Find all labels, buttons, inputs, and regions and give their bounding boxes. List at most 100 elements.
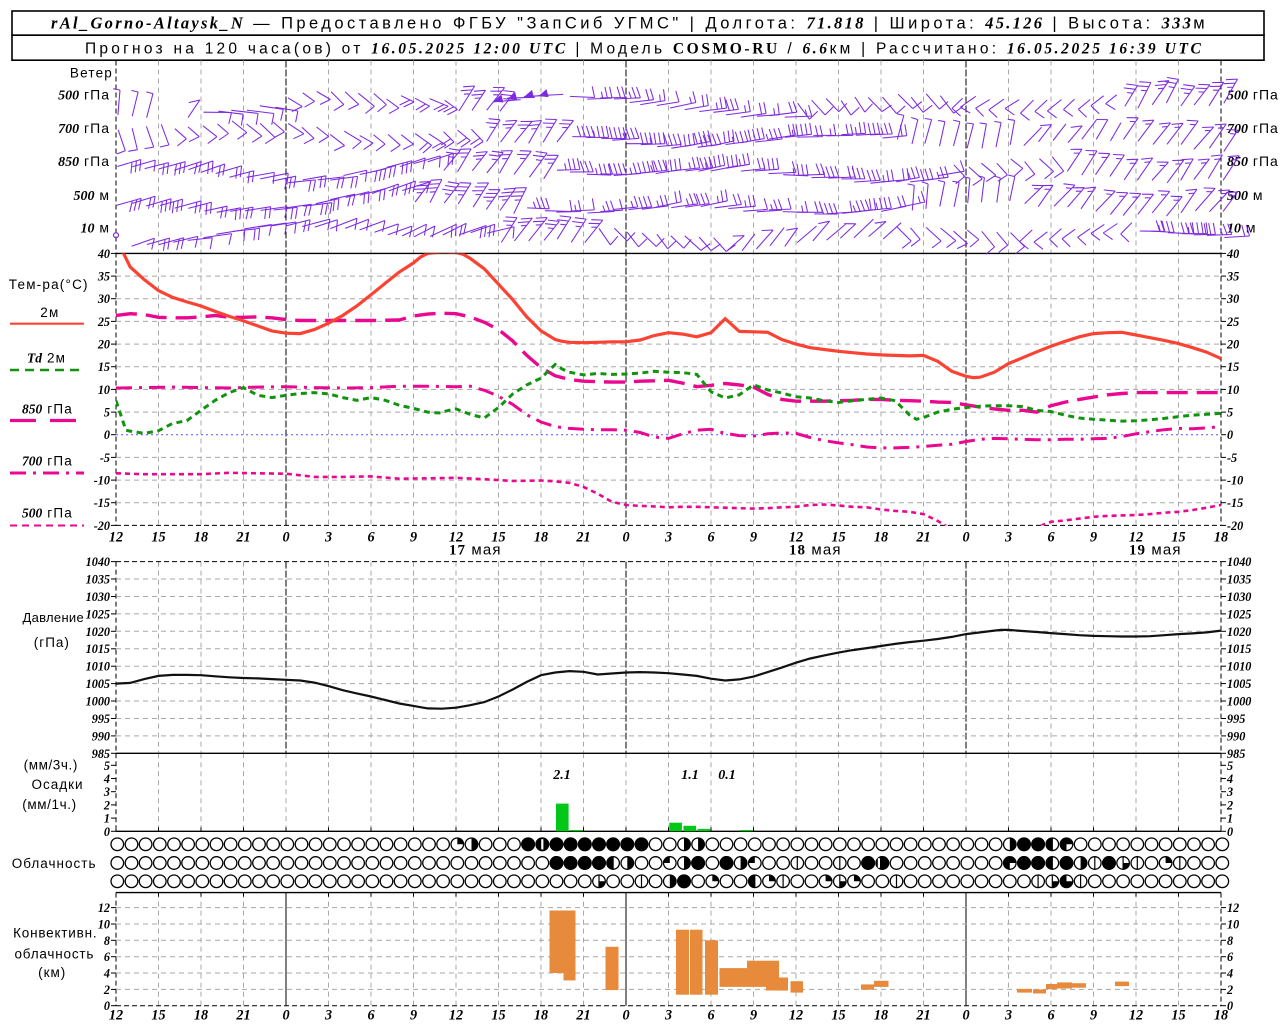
svg-text:12: 12	[109, 530, 123, 546]
svg-text:1010: 1010	[1227, 660, 1251, 674]
svg-text:5: 5	[1227, 759, 1233, 773]
svg-text:40: 40	[97, 247, 110, 261]
svg-text:18: 18	[534, 1008, 548, 1024]
svg-text:15: 15	[98, 360, 110, 374]
svg-text:3: 3	[1004, 530, 1012, 546]
svg-text:18: 18	[1214, 1008, 1228, 1024]
svg-text:2: 2	[1226, 983, 1233, 997]
svg-text:1030: 1030	[86, 590, 110, 604]
svg-text:985: 985	[92, 747, 110, 761]
svg-text:0: 0	[282, 530, 289, 546]
svg-text:4: 4	[1226, 967, 1233, 981]
svg-text:-15: -15	[94, 496, 110, 510]
svg-text:6: 6	[1047, 530, 1055, 546]
svg-text:21: 21	[235, 530, 250, 546]
svg-text:3: 3	[1004, 1008, 1012, 1024]
svg-text:Облачность: Облачность	[12, 856, 97, 871]
svg-text:12: 12	[789, 1008, 803, 1024]
svg-text:1030: 1030	[1227, 590, 1251, 604]
svg-text:18: 18	[874, 1008, 888, 1024]
svg-text:8: 8	[104, 934, 110, 948]
svg-text:15: 15	[491, 1008, 505, 1024]
svg-text:облачность: облачность	[15, 947, 95, 962]
svg-text:9: 9	[410, 530, 417, 546]
svg-text:1020: 1020	[86, 625, 110, 639]
svg-text:8: 8	[1227, 934, 1233, 948]
svg-text:12: 12	[1129, 530, 1143, 546]
svg-text:10 м: 10 м	[1227, 220, 1257, 237]
svg-text:500 гПа: 500 гПа	[1227, 87, 1279, 104]
svg-text:1035: 1035	[86, 573, 110, 587]
svg-text:Тем-ра(°C): Тем-ра(°C)	[9, 277, 89, 292]
svg-text:9: 9	[1090, 530, 1097, 546]
svg-text:Конвективн.: Конвективн.	[13, 926, 97, 941]
svg-text:3: 3	[1226, 785, 1233, 799]
svg-text:21: 21	[575, 1008, 590, 1024]
svg-text:1040: 1040	[86, 555, 110, 569]
svg-text:9: 9	[750, 530, 757, 546]
svg-text:3: 3	[664, 1008, 672, 1024]
svg-text:21: 21	[915, 1008, 930, 1024]
svg-text:0: 0	[962, 530, 969, 546]
svg-text:6: 6	[707, 530, 715, 546]
svg-text:1.1: 1.1	[681, 768, 699, 783]
svg-text:2.1: 2.1	[552, 768, 571, 783]
svg-text:6: 6	[707, 1008, 715, 1024]
svg-text:0.1: 0.1	[718, 768, 736, 783]
svg-text:1010: 1010	[86, 660, 110, 674]
svg-text:21: 21	[575, 530, 590, 546]
svg-text:-5: -5	[100, 451, 110, 465]
svg-text:6: 6	[1047, 1008, 1055, 1024]
svg-text:1000: 1000	[1227, 695, 1251, 709]
svg-text:700 гПа: 700 гПа	[58, 120, 110, 137]
svg-text:2: 2	[103, 983, 110, 997]
svg-text:500 м: 500 м	[73, 187, 110, 204]
svg-text:1: 1	[1227, 812, 1233, 826]
svg-text:10: 10	[1227, 383, 1239, 397]
svg-text:0: 0	[622, 530, 629, 546]
svg-text:1015: 1015	[1227, 642, 1251, 656]
svg-text:990: 990	[1227, 729, 1245, 743]
svg-text:2: 2	[1226, 798, 1233, 812]
svg-text:995: 995	[1227, 712, 1245, 726]
svg-text:30: 30	[97, 292, 110, 306]
svg-text:0: 0	[104, 825, 110, 839]
svg-text:(мм/3ч.): (мм/3ч.)	[24, 758, 78, 773]
svg-text:12: 12	[449, 1008, 463, 1024]
svg-text:15: 15	[831, 530, 845, 546]
svg-text:18: 18	[194, 1008, 208, 1024]
svg-text:10: 10	[98, 383, 110, 397]
svg-text:985: 985	[1227, 747, 1245, 761]
svg-text:15: 15	[151, 1008, 165, 1024]
svg-text:15: 15	[1171, 1008, 1185, 1024]
svg-text:25: 25	[97, 315, 110, 329]
svg-text:12: 12	[109, 1008, 123, 1024]
svg-text:500 гПа: 500 гПа	[22, 506, 73, 521]
svg-text:-15: -15	[1227, 496, 1243, 510]
svg-text:0: 0	[1227, 428, 1233, 442]
svg-text:1025: 1025	[86, 607, 110, 621]
svg-text:0: 0	[962, 1008, 969, 1024]
svg-text:4: 4	[103, 772, 110, 786]
svg-text:20: 20	[97, 338, 110, 352]
svg-text:6: 6	[104, 950, 111, 964]
svg-text:0: 0	[1227, 999, 1233, 1013]
svg-text:0: 0	[622, 1008, 629, 1024]
svg-text:2: 2	[103, 798, 110, 812]
svg-text:5: 5	[104, 759, 110, 773]
svg-text:(км): (км)	[38, 965, 66, 980]
svg-text:500 гПа: 500 гПа	[58, 87, 110, 104]
svg-text:850 гПа: 850 гПа	[58, 153, 110, 170]
svg-text:0: 0	[1227, 825, 1233, 839]
svg-text:1020: 1020	[1227, 625, 1251, 639]
svg-text:12: 12	[449, 530, 463, 546]
svg-text:1035: 1035	[1227, 573, 1251, 587]
svg-text:4: 4	[1226, 772, 1233, 786]
svg-text:9: 9	[1090, 1008, 1097, 1024]
svg-text:1005: 1005	[1227, 677, 1251, 691]
svg-text:Ветер: Ветер	[70, 65, 113, 80]
svg-text:6: 6	[367, 530, 375, 546]
svg-text:-20: -20	[94, 519, 110, 533]
svg-text:(мм/1ч.): (мм/1ч.)	[22, 797, 76, 812]
svg-text:5: 5	[1227, 406, 1233, 420]
